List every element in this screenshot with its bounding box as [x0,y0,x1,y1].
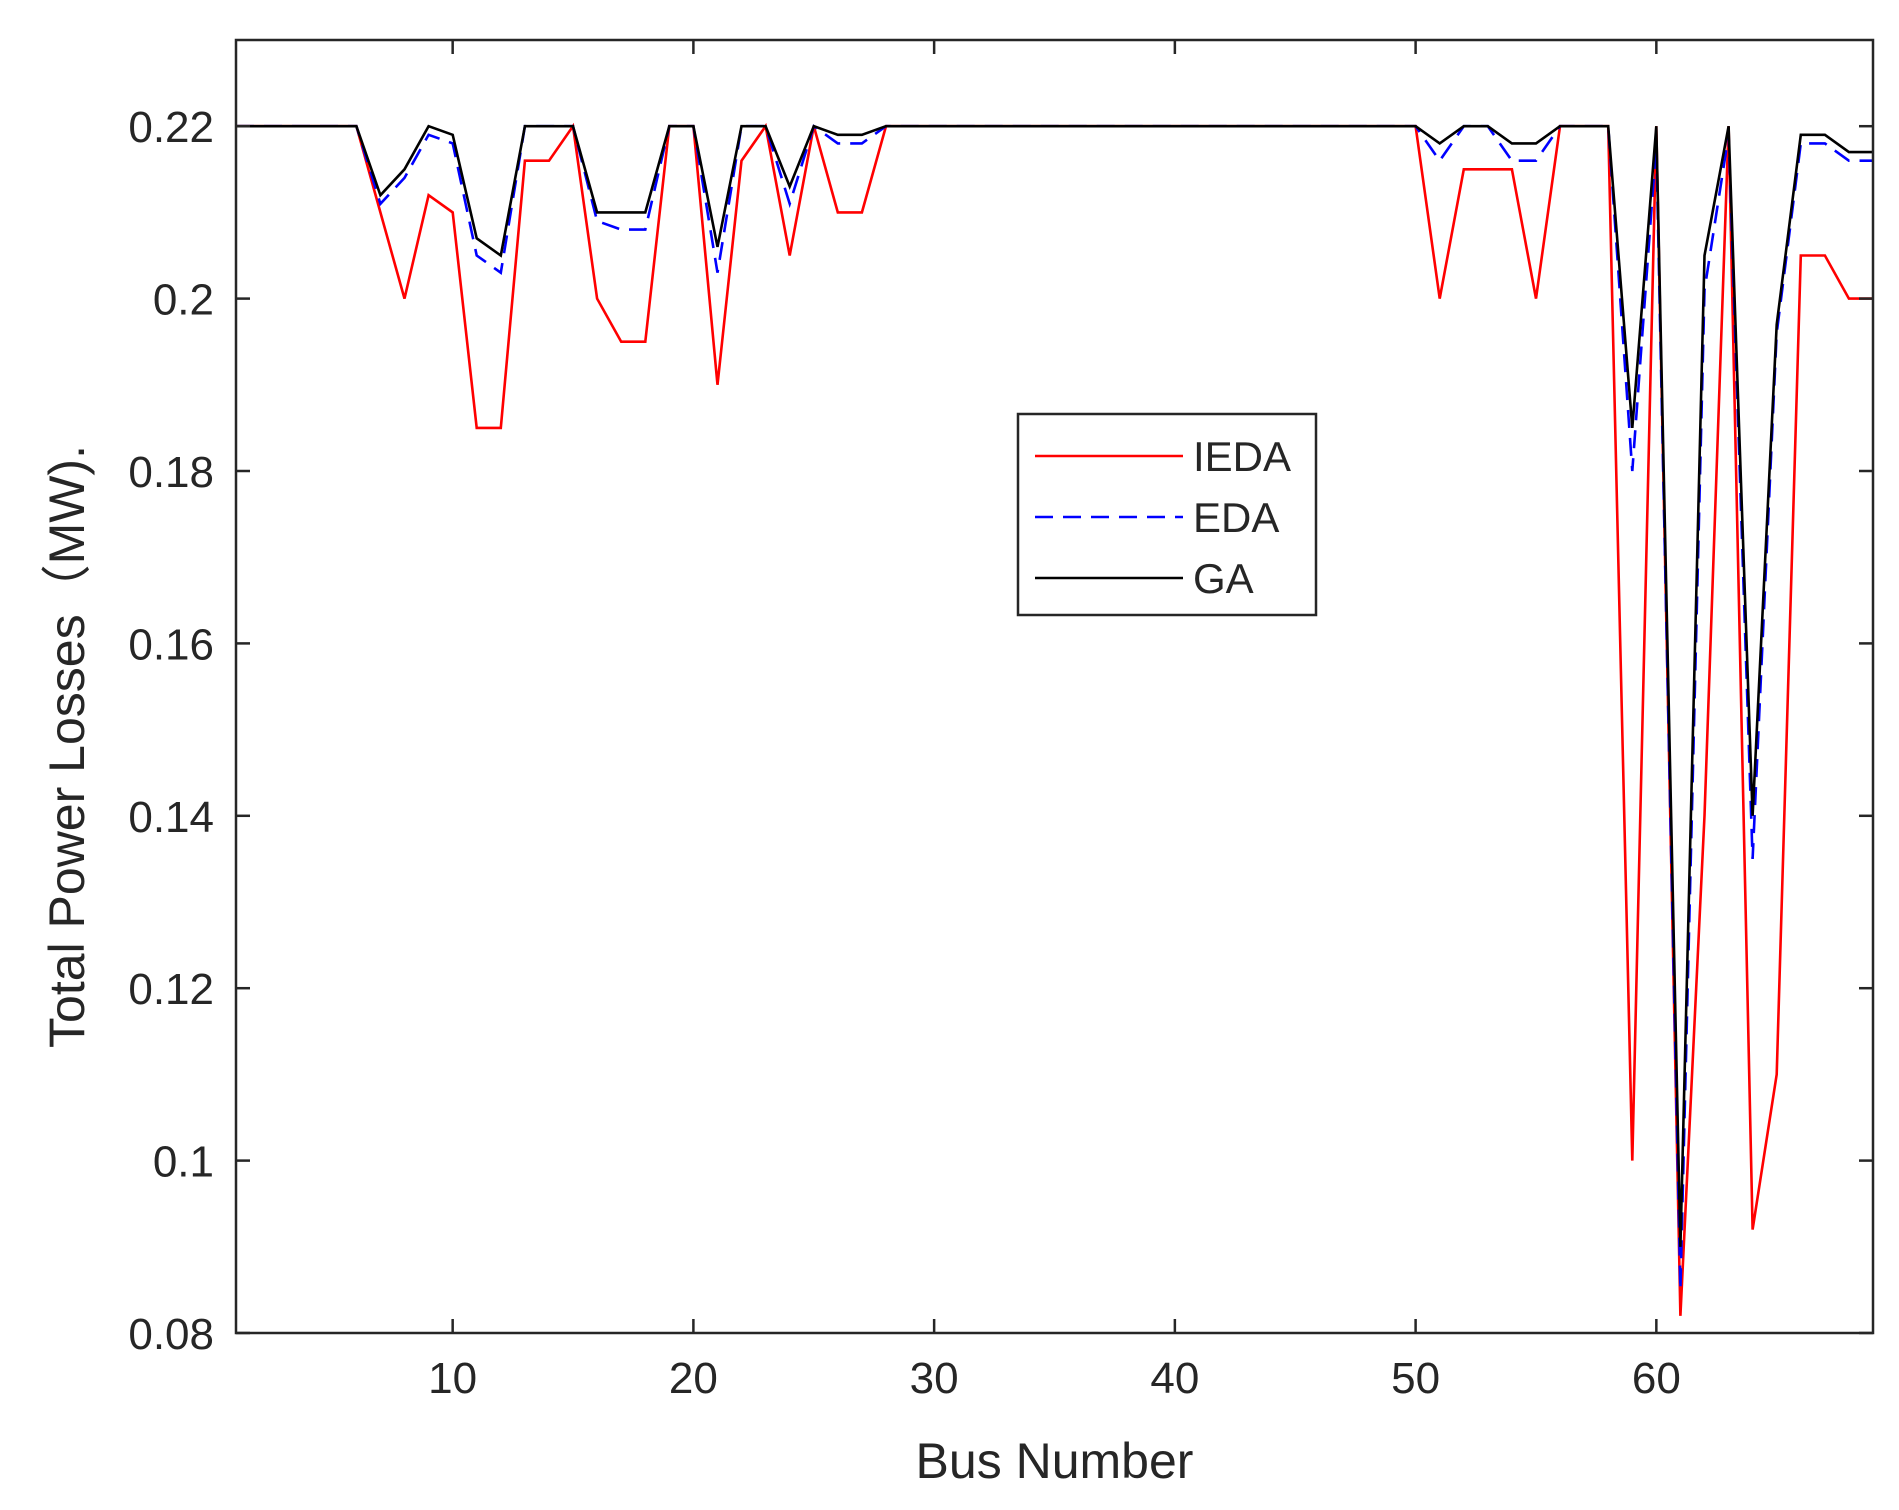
legend-box [1016,412,1318,617]
y-tick-label: 0.16 [128,620,214,669]
y-tick-label: 0.18 [128,448,214,497]
x-tick-label: 40 [1150,1354,1199,1403]
legend: IEDA EDA GA [1016,412,1318,617]
axis-ticks: 10 20 30 40 50 60 0.08 0.1 0.12 0.14 0.16 0.18 0.2 0.… [128,40,1873,1403]
series-layer [236,122,1873,1316]
plot-area-frame [234,38,1875,1335]
x-tick-label: 30 [910,1354,959,1403]
x-tick-label: 60 [1632,1354,1681,1403]
series-line-ga [236,124,1873,1247]
x-tick-label: 50 [1391,1354,1440,1403]
x-tick-label: 20 [669,1354,718,1403]
legend-label-eda: EDA [1193,494,1279,541]
y-axis-label: Total Power Losses（MW). [39,445,95,1048]
x-axis-label: Bus Number [916,1433,1194,1489]
y-tick-label: 0.14 [128,793,214,842]
x-tick-label: 10 [428,1354,477,1403]
y-tick-label: 0.2 [153,276,214,325]
legend-label-ga: GA [1193,555,1254,602]
y-tick-label: 0.1 [153,1138,214,1187]
y-tick-label: 0.08 [128,1310,214,1359]
y-tick-label: 0.12 [128,965,214,1014]
y-tick-label: 0.22 [128,103,214,152]
legend-label-ieda: IEDA [1193,433,1291,480]
